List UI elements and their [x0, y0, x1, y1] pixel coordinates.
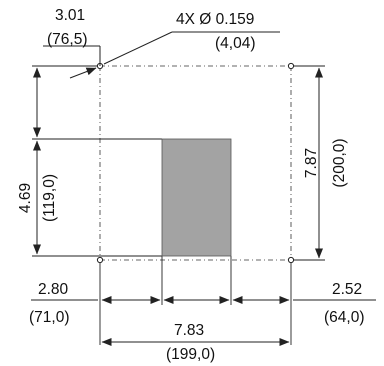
hole-offset-in-label: 3.01	[55, 7, 85, 24]
height-mm-label: (200,0)	[331, 138, 348, 187]
left-offset-in-label: 2.80	[38, 281, 69, 298]
hole-offset-mm-label: (76,5)	[47, 31, 88, 48]
extension-lines	[32, 65, 325, 345]
left-offset-mm-label: (71,0)	[29, 309, 70, 326]
width-mm-label: (199,0)	[166, 346, 215, 363]
hole-note-label: 4X Ø 0.159	[176, 11, 254, 28]
cutout-height-in-label: 4.69	[17, 183, 34, 213]
mounting-frame	[99, 65, 292, 261]
height-in-label: 7.87	[303, 148, 320, 178]
cutout-area	[161, 138, 232, 257]
right-offset-in-label: 2.52	[332, 281, 362, 298]
cutout-height-mm-label: (119,0)	[41, 174, 58, 222]
right-offset-mm-label: (64,0)	[324, 309, 365, 326]
hole-note-mm-label: (4,04)	[215, 35, 256, 52]
width-in-label: 7.83	[174, 322, 204, 339]
hole-callout-leader	[43, 31, 280, 79]
